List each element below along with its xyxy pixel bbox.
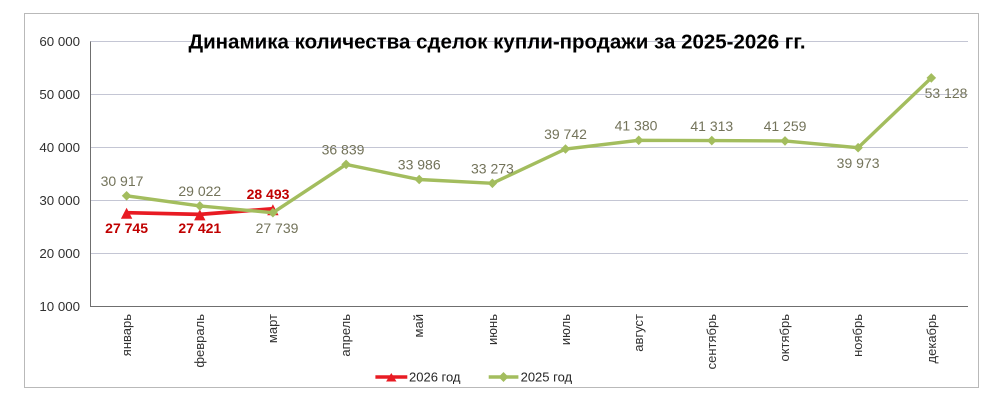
- svg-text:39 742: 39 742: [544, 126, 587, 142]
- svg-text:декабрь: декабрь: [924, 314, 939, 364]
- svg-text:октябрь: октябрь: [777, 314, 792, 362]
- svg-text:Динамика количества сделок куп: Динамика количества сделок купли-продажи…: [188, 30, 805, 53]
- svg-text:53 128: 53 128: [925, 85, 968, 101]
- svg-text:10 000: 10 000: [39, 299, 80, 314]
- svg-text:40 000: 40 000: [39, 140, 80, 155]
- svg-text:2025 год: 2025 год: [521, 370, 573, 385]
- svg-text:60 000: 60 000: [39, 34, 80, 49]
- svg-text:апрель: апрель: [338, 314, 353, 357]
- svg-text:30 000: 30 000: [39, 193, 80, 208]
- svg-text:20 000: 20 000: [39, 246, 80, 261]
- svg-text:2026 год: 2026 год: [409, 370, 461, 385]
- svg-text:33 273: 33 273: [471, 161, 514, 177]
- svg-text:май: май: [411, 314, 426, 337]
- svg-text:январь: январь: [119, 314, 134, 356]
- svg-text:50 000: 50 000: [39, 87, 80, 102]
- svg-text:29 022: 29 022: [178, 183, 221, 199]
- svg-text:28 493: 28 493: [247, 186, 290, 202]
- svg-text:30 917: 30 917: [101, 173, 144, 189]
- svg-text:39 973: 39 973: [837, 155, 880, 171]
- svg-text:27 745: 27 745: [105, 220, 148, 236]
- svg-text:36 839: 36 839: [322, 142, 365, 158]
- svg-text:март: март: [265, 314, 280, 343]
- svg-text:41 380: 41 380: [615, 118, 658, 134]
- svg-text:февраль: февраль: [192, 314, 207, 368]
- svg-text:41 313: 41 313: [690, 118, 733, 134]
- svg-text:сентябрь: сентябрь: [704, 314, 719, 370]
- svg-text:ноябрь: ноябрь: [850, 314, 865, 357]
- svg-text:27 739: 27 739: [256, 220, 299, 236]
- svg-text:июнь: июнь: [485, 314, 500, 345]
- svg-text:41 259: 41 259: [764, 118, 807, 134]
- svg-text:июль: июль: [558, 314, 573, 345]
- svg-text:33 986: 33 986: [398, 157, 441, 173]
- svg-text:27 421: 27 421: [178, 220, 221, 236]
- svg-text:август: август: [631, 314, 646, 352]
